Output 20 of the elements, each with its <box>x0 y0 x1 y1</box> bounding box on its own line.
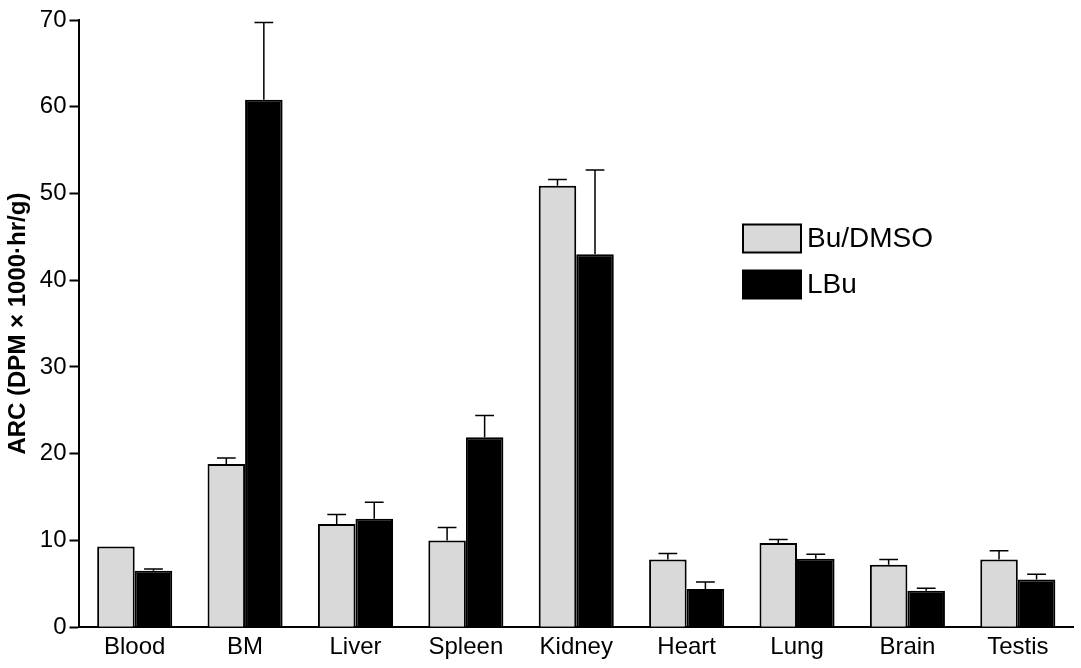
x-tick-label: Kidney <box>539 632 613 660</box>
y-tick-label: 30 <box>39 351 67 379</box>
x-tick-label: Spleen <box>428 632 504 660</box>
y-tick-label: 0 <box>53 611 67 639</box>
x-tick-label: BM <box>227 632 264 660</box>
y-axis-title: ARC (DPM × 1000·hr/g) <box>3 192 31 455</box>
legend-label: Bu/DMSO <box>807 222 934 254</box>
legend-label: LBu <box>807 268 857 300</box>
x-tick-label: Testis <box>987 632 1049 660</box>
y-tick-label: 20 <box>39 438 67 466</box>
y-tick-label: 40 <box>39 264 67 292</box>
y-tick-label: 70 <box>39 4 67 32</box>
y-tick-label: 10 <box>39 525 67 553</box>
x-tick-label: Blood <box>103 632 166 660</box>
x-tick-label: Brain <box>879 632 936 660</box>
x-tick-label: Liver <box>329 632 382 660</box>
x-tick-label: Lung <box>770 632 824 660</box>
x-tick-label: Heart <box>657 632 717 660</box>
y-tick-label: 50 <box>39 178 67 206</box>
y-tick-label: 60 <box>39 91 67 119</box>
